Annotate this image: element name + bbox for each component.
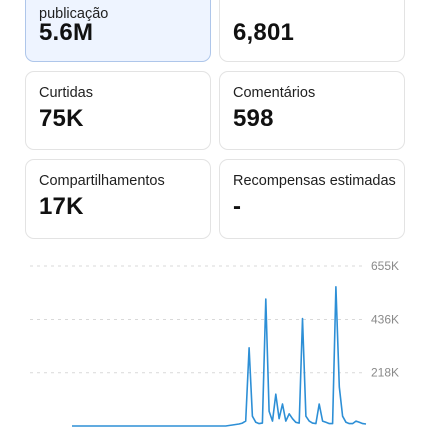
metric-card-rewards-value: - — [233, 193, 242, 220]
chart-grid — [30, 265, 366, 374]
metric-card-shares-value: 17K — [39, 193, 84, 220]
metric-card-rewards-label: Recompensas estimadas — [233, 173, 396, 189]
y-tick-label: 436K — [371, 312, 399, 326]
metric-card-likes-label: Curtidas — [39, 85, 93, 101]
chart-y-axis: 655K 436K 218K — [371, 259, 399, 380]
metric-card-comments-label: Comentários — [233, 85, 316, 101]
metric-card-likes[interactable]: Curtidas 75K — [25, 71, 211, 150]
metric-card-shares-label: Compartilhamentos — [39, 173, 165, 189]
views-trend-chart-svg: 655K 436K 218K — [30, 259, 399, 427]
views-trend-chart: 655K 436K 218K — [0, 248, 430, 430]
metric-card-rewards[interactable]: Recompensas estimadas - — [219, 159, 405, 239]
metric-card-comments-value: 598 — [233, 105, 274, 132]
y-tick-label: 655K — [371, 259, 399, 273]
chart-series — [72, 285, 367, 427]
metric-card-views-value: 5.6M — [39, 19, 94, 46]
y-tick-label: 218K — [371, 366, 399, 380]
metric-card-second-value: 6,801 — [233, 19, 295, 46]
metric-card-shares[interactable]: Compartilhamentos 17K — [25, 159, 211, 239]
views-series-line — [72, 285, 367, 427]
metric-card-comments[interactable]: Comentários 598 — [219, 71, 405, 150]
metric-card-likes-value: 75K — [39, 105, 84, 132]
metric-card-views[interactable]: publicação 5.6M — [25, 0, 211, 62]
metric-card-second[interactable]: 6,801 — [219, 0, 405, 62]
metric-card-views-label: publicação — [39, 6, 109, 22]
